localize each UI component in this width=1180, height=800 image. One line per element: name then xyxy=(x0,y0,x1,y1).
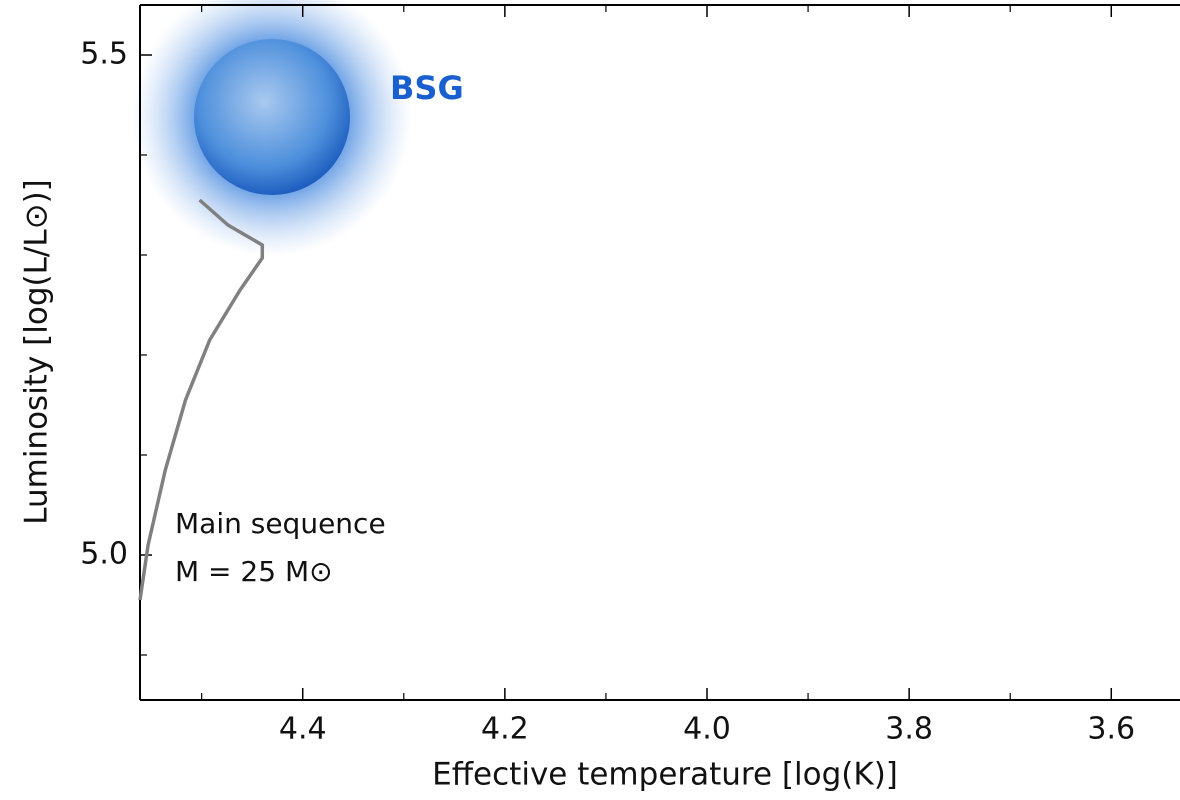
annotation: Main sequence xyxy=(175,507,386,540)
y-tick-label: 5.5 xyxy=(80,37,128,72)
y-axis-label: Luminosity [log(L/L⊙)] xyxy=(19,179,55,525)
annotation: BSG xyxy=(390,69,464,107)
track-line xyxy=(138,198,265,601)
y-tick-label: 5.0 xyxy=(80,537,128,572)
star xyxy=(194,39,350,195)
annotation: M = 25 M⊙ xyxy=(175,555,333,588)
x-tick-label: 3.8 xyxy=(885,712,933,747)
x-axis-label: Effective temperature [log(K)] xyxy=(432,757,898,793)
x-tick-label: 3.6 xyxy=(1087,712,1135,747)
x-tick-label: 4.2 xyxy=(481,712,529,747)
x-tick-label: 4.4 xyxy=(279,712,327,747)
x-tick-label: 4.0 xyxy=(683,712,731,747)
